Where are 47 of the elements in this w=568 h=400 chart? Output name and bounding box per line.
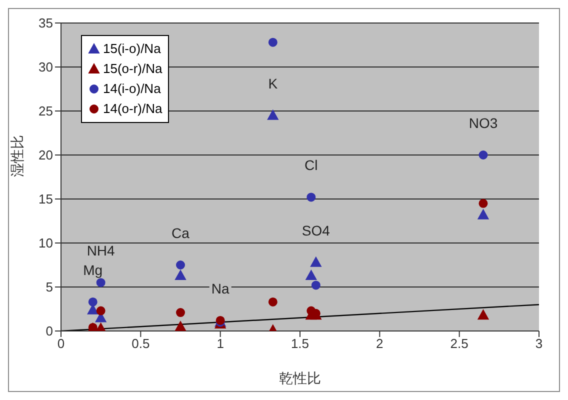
x-tick-label: 1.5 xyxy=(290,336,310,352)
annotation: Ca xyxy=(172,225,190,241)
x-tick-label: 0.5 xyxy=(132,336,150,352)
point xyxy=(175,270,186,280)
point xyxy=(267,110,278,120)
y-tick-label: 10 xyxy=(38,236,53,251)
x-tick-label: 2.5 xyxy=(450,336,468,352)
point xyxy=(268,297,278,306)
annotation: Mg xyxy=(83,262,103,278)
annotation: Na xyxy=(211,280,230,296)
x-tick-label: 1 xyxy=(216,336,224,352)
point xyxy=(88,297,98,306)
y-tick-label: 20 xyxy=(38,148,53,163)
y-tick-label: 5 xyxy=(46,280,53,295)
annotation: SO4 xyxy=(302,222,330,238)
point xyxy=(175,321,186,331)
point xyxy=(96,278,106,288)
point xyxy=(478,150,488,160)
y-tick-label: 25 xyxy=(38,104,53,119)
legend-label: 15(o-r)/Na xyxy=(103,60,162,78)
point xyxy=(306,270,317,280)
y-tick-label: 35 xyxy=(38,16,53,31)
x-tick-label: 0 xyxy=(57,336,65,352)
point xyxy=(311,280,320,290)
point xyxy=(310,256,322,267)
x-tick-label: 2 xyxy=(376,336,384,352)
x-tick-label: 3 xyxy=(535,336,543,352)
point xyxy=(478,310,489,320)
annotation: NO3 xyxy=(468,115,498,131)
point xyxy=(96,306,106,316)
legend-label: 14(o-r)/Na xyxy=(103,100,162,118)
point xyxy=(176,260,185,270)
point xyxy=(478,198,488,208)
annotation: NH4 xyxy=(86,242,116,259)
x-axis-title: 乾性比 xyxy=(279,370,321,386)
point xyxy=(176,308,185,318)
annotation: Cl xyxy=(304,157,318,174)
annotation: K xyxy=(268,75,278,92)
legend-label: 14(i-o)/Na xyxy=(103,80,161,98)
y-axis-title: 湿性比 xyxy=(8,135,25,177)
y-tick-label: 30 xyxy=(38,60,53,75)
legend-label: 15(i-o)/Na xyxy=(103,40,161,58)
point xyxy=(306,192,316,202)
y-tick-label: 0 xyxy=(46,324,53,339)
point xyxy=(478,209,489,220)
y-tick-label: 15 xyxy=(38,192,53,207)
point xyxy=(268,38,278,47)
